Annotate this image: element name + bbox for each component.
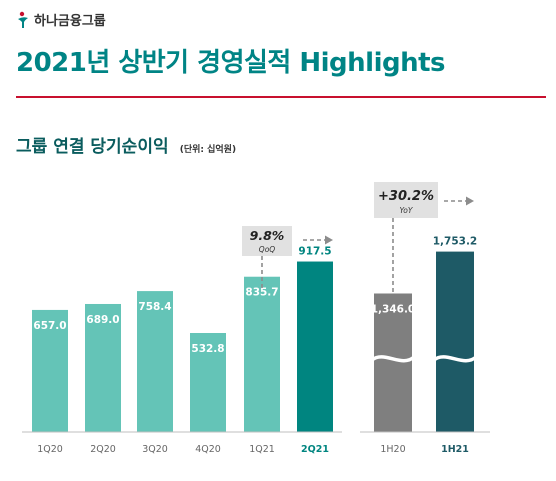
- tick-label-1Q20: 1Q20: [37, 444, 63, 455]
- title-divider: [16, 96, 546, 98]
- yoy-callout-box: [374, 182, 438, 218]
- data-label-1H20: 1,346.0: [371, 303, 416, 315]
- bar-1Q21: [244, 276, 280, 432]
- tick-label-1H20: 1H20: [380, 444, 405, 455]
- section-heading: 그룹 연결 당기순이익 (단위: 십억원): [16, 132, 236, 157]
- bar-1Q20: [32, 309, 68, 432]
- axis-break-1H20: [370, 355, 416, 363]
- bar-4Q20: [190, 333, 226, 432]
- bar-1H21: [436, 251, 474, 432]
- qoq-callout-box: [242, 226, 292, 256]
- tick-label-1H21: 1H21: [441, 444, 469, 455]
- qoq-arrow-head: [325, 235, 333, 245]
- data-label-2Q20: 689.0: [86, 314, 119, 326]
- yoy-value: +30.2%: [378, 189, 434, 204]
- yoy-arrow-head: [466, 196, 474, 206]
- axis-break-1H21: [432, 355, 478, 363]
- tick-label-1Q21: 1Q21: [249, 444, 275, 455]
- quarter-chart-area: [20, 190, 342, 438]
- data-label-1Q20: 657.0: [33, 320, 66, 332]
- section-title: 그룹 연결 당기순이익: [16, 137, 169, 157]
- hana-logo-icon: [18, 11, 28, 28]
- qoq-label: QoQ: [259, 245, 275, 254]
- data-label-1H21: 1,753.2: [433, 236, 478, 248]
- tick-label-2Q20: 2Q20: [90, 444, 116, 455]
- logo-text: 하나금융그룹: [34, 14, 106, 29]
- unit-label: (단위: 십억원): [179, 145, 237, 155]
- data-label-1Q21: 835.7: [245, 287, 278, 299]
- page-title: 2021년 상반기 경영실적 Highlights: [16, 48, 446, 78]
- data-label-2Q21: 917.5: [298, 246, 331, 258]
- bar-1H20: [374, 293, 412, 432]
- qoq-value: 9.8%: [250, 228, 285, 243]
- bar-2Q21: [297, 261, 333, 432]
- bar-2Q20: [85, 303, 121, 432]
- tick-label-4Q20: 4Q20: [195, 444, 221, 455]
- data-label-4Q20: 532.8: [191, 343, 224, 355]
- data-label-3Q20: 758.4: [138, 301, 171, 313]
- bar-3Q20: [137, 291, 173, 432]
- yoy-label: YoY: [400, 206, 414, 215]
- tick-label-3Q20: 3Q20: [142, 444, 168, 455]
- company-logo: 하나금융그룹: [16, 10, 106, 29]
- tick-label-2Q21: 2Q21: [301, 444, 329, 455]
